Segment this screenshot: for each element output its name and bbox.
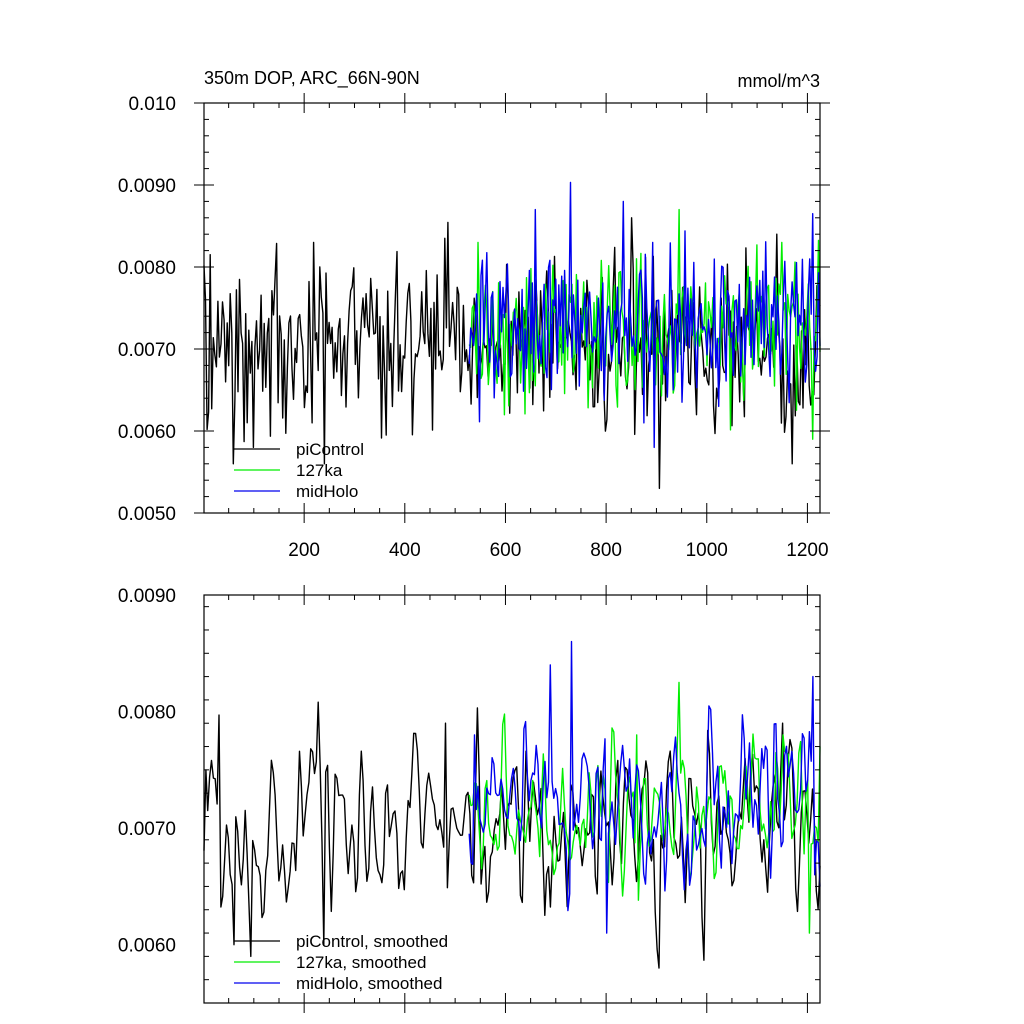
y-tick-label: 0.0090: [118, 176, 176, 197]
y-tick-label: 0.0070: [118, 340, 176, 361]
x-tick-label: 1200: [786, 540, 828, 561]
x-tick-label: 800: [590, 540, 622, 561]
series-line-127ka-smoothed: [468, 681, 821, 934]
y-tick-label: 0.0070: [118, 819, 176, 840]
bottom-panel-frame: [203, 594, 821, 1004]
x-tick-label: 400: [389, 540, 421, 561]
legend-label-127ka: 127ka: [296, 461, 343, 480]
legend-label-127ka-smoothed: 127ka, smoothed: [296, 953, 426, 972]
y-tick-label: 0.0050: [118, 504, 176, 525]
chart-title: 350m DOP, ARC_66N-90N: [204, 68, 420, 89]
bottom-panel-axes: 0.0060 0.0070 0.0080 0.0090: [118, 585, 820, 1013]
y-tick-label: 0.0080: [118, 703, 176, 724]
top-panel-series: [203, 181, 821, 490]
series-line-midholo-smoothed: [468, 640, 821, 934]
top-panel-legend: piControl 127ka midHolo: [234, 440, 364, 501]
top-panel: piControl 127ka midHolo 200 400 600 800 1000…: [118, 93, 830, 561]
units-label: mmol/m^3: [738, 71, 820, 91]
x-tick-label: 200: [288, 540, 320, 561]
bottom-panel: piControl, smoothed 127ka, smoothed midH…: [118, 585, 821, 1013]
legend-label-midholo: midHolo: [296, 482, 358, 501]
bottom-panel-series: [203, 640, 821, 969]
bottom-panel-legend: piControl, smoothed 127ka, smoothed midH…: [234, 932, 448, 993]
top-panel-frame: [203, 102, 821, 514]
y-tick-label: 0.0060: [118, 422, 176, 443]
series-line-midholo: [468, 181, 821, 449]
x-tick-label: 1000: [686, 540, 728, 561]
legend-label-midholo-smoothed: midHolo, smoothed: [296, 974, 442, 993]
y-tick-label: 0.0060: [118, 936, 176, 957]
y-tick-label: 0.010: [128, 94, 176, 115]
legend-label-picontrol-smoothed: piControl, smoothed: [296, 932, 448, 951]
y-tick-label: 0.0090: [118, 586, 176, 607]
y-tick-label: 0.0080: [118, 258, 176, 279]
series-line-picontrol-smoothed: [203, 701, 821, 969]
x-tick-label: 600: [490, 540, 522, 561]
top-panel-axes: 200 400 600 800 1000 1200 0.0050 0.0060 0.0070 0.…: [118, 93, 830, 561]
legend-label-picontrol: piControl: [296, 440, 364, 459]
